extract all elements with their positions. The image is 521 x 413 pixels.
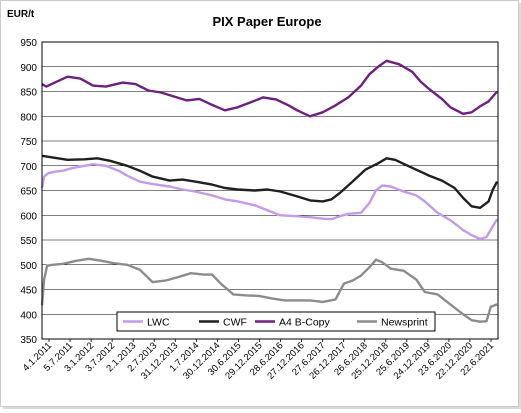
y-tick-label: 850: [20, 88, 37, 99]
series-line-cwf: [41, 154, 499, 210]
y-tick-label: 550: [20, 236, 37, 247]
legend-box: [116, 311, 436, 332]
y-tick-label: 700: [20, 162, 37, 173]
y-unit-label: EUR/t: [7, 9, 35, 20]
chart-title: PIX Paper Europe: [212, 14, 321, 29]
legend: LWC CWF A4 B-Copy Newsprint: [116, 311, 436, 332]
legend-label-newsprint: Newsprint: [381, 317, 428, 329]
y-axis-ticks: 350 400 450 500 550 600 650 700 750 800 850 900 950: [20, 38, 37, 346]
plot-border: [41, 41, 499, 340]
series-line-lwc: [40, 163, 499, 241]
plot-area-border: [41, 41, 499, 340]
legend-label-cwf: CWF: [223, 317, 247, 329]
x-axis-ticks: 4.1.20115.7.20113.1.20123.7.20122.1.2013…: [21, 339, 496, 382]
y-tick-label: 900: [20, 63, 37, 74]
legend-label-lwc: LWC: [147, 317, 170, 329]
y-tick-label: 600: [20, 211, 37, 222]
series-line-newsprint: [40, 257, 498, 323]
y-tick-label: 350: [20, 335, 37, 346]
y-tick-label: 400: [20, 310, 37, 321]
y-tick-label: 450: [20, 286, 37, 297]
y-tick-label: 800: [20, 112, 37, 123]
y-tick-label: 650: [20, 187, 37, 198]
y-tick-label: 950: [20, 38, 37, 49]
legend-label-a4-b-copy: A4 B-Copy: [279, 317, 331, 329]
series-line-a4-b-copy: [41, 59, 499, 118]
series-lines: [40, 59, 499, 323]
y-tick-label: 500: [20, 261, 37, 272]
y-tick-label: 750: [20, 137, 37, 148]
